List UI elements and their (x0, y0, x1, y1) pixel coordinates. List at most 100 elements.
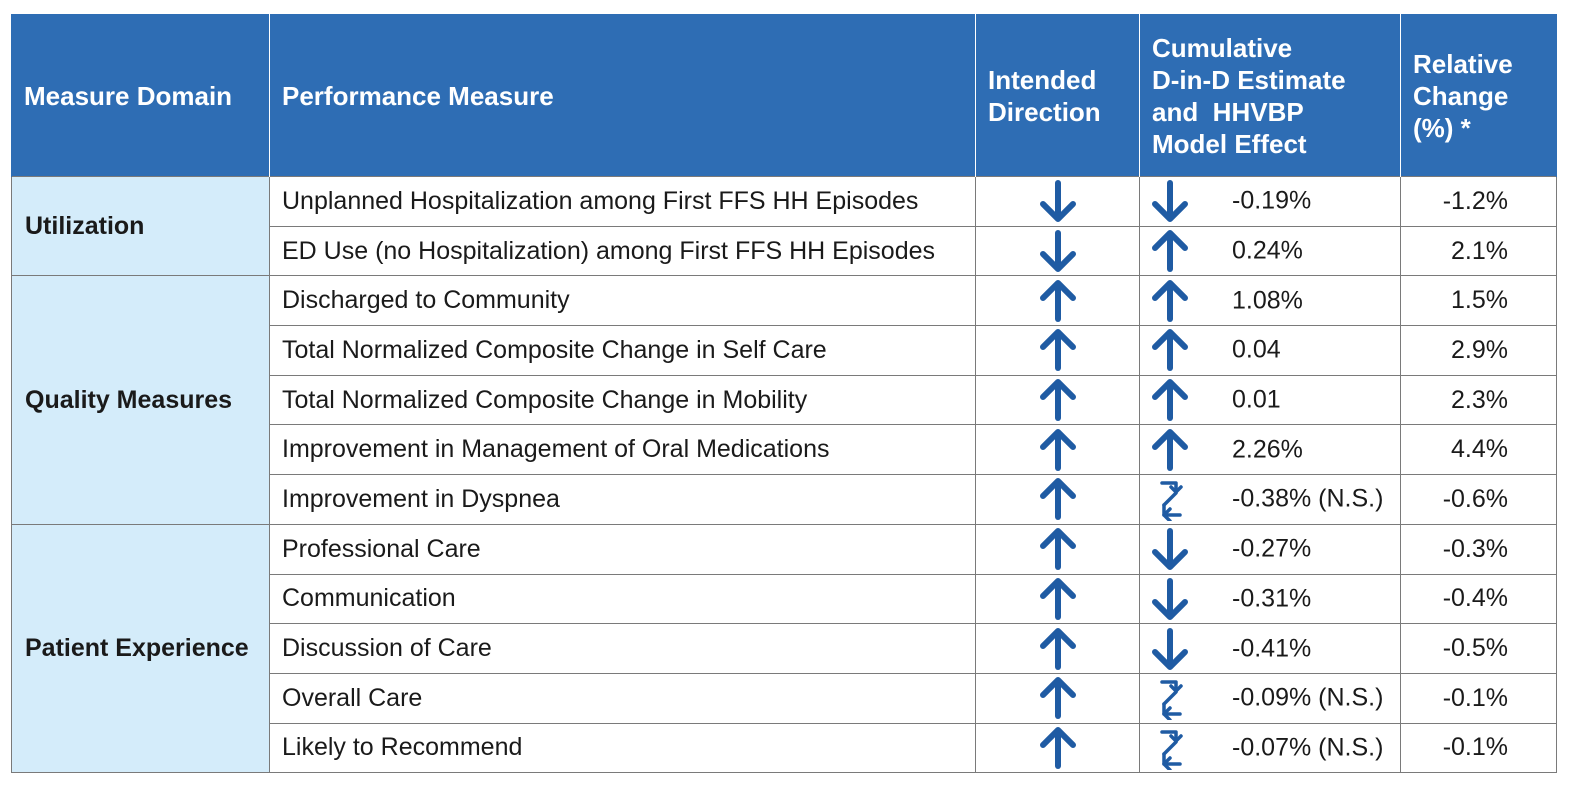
estimate-cell: 0.01 (1139, 374, 1401, 426)
performance-measure-cell: Improvement in Dyspnea (269, 474, 976, 525)
up-arrow-icon (1038, 378, 1078, 422)
estimate-value: -0.38% (N.S.) (1232, 484, 1384, 513)
estimate-value: 2.26% (1232, 435, 1303, 464)
table-row: ED Use (no Hospitalization) among First … (12, 225, 1557, 277)
performance-measure-cell: Discharged to Community (269, 275, 976, 327)
performance-measure-cell: Likely to Recommend (269, 722, 976, 774)
estimate-cell: -0.07% (N.S.) (1139, 722, 1401, 774)
estimate-value: 0.04 (1232, 335, 1281, 364)
up-arrow-icon (1038, 726, 1078, 770)
relative-change-cell: -0.1% (1400, 672, 1557, 724)
performance-measure-cell: Improvement in Management of Oral Medica… (269, 424, 976, 476)
results-table-container: Measure Domain Performance Measure Inten… (11, 14, 1557, 774)
performance-measure-cell: Professional Care (269, 523, 976, 575)
table-row: Utilization Unplanned Hospitalization amo… (11, 175, 1557, 277)
up-arrow-icon (1038, 477, 1078, 521)
up-arrow-icon (1038, 279, 1078, 323)
performance-measure-cell: Discussion of Care (269, 623, 976, 674)
estimate-value: 0.01 (1232, 385, 1281, 414)
results-table: Measure Domain Performance Measure Inten… (11, 14, 1557, 774)
estimate-cell: -0.19% (1139, 176, 1401, 227)
estimate-cell: 0.24% (1139, 225, 1401, 277)
bidirectional-arrows-icon (1150, 676, 1190, 721)
down-arrow-icon (1150, 527, 1190, 571)
intended-direction-cell (975, 523, 1140, 575)
header-direction-line2: Direction (988, 96, 1101, 127)
table-row: Communication -0.31% -0.4% (12, 573, 1557, 625)
estimate-value: -0.31% (1232, 584, 1312, 613)
relative-change-cell: -0.5% (1400, 623, 1557, 674)
relative-change-cell: -0.1% (1400, 722, 1557, 774)
down-arrow-icon (1150, 627, 1190, 671)
up-arrow-icon (1038, 428, 1078, 472)
relative-change-cell: -0.4% (1400, 573, 1557, 625)
table-row: Quality Measures Discharged to Community 1… (11, 275, 1557, 525)
intended-direction-cell (975, 623, 1140, 674)
measure-domain-cell: Utilization (11, 175, 270, 277)
measure-domain-cell: Quality Measures (11, 275, 270, 525)
relative-change-cell: -1.2% (1400, 176, 1557, 227)
table-row: Improvement in Dyspnea -0.38% (N.S.) -0.6% (12, 474, 1557, 525)
header-domain-label: Measure Domain (24, 80, 233, 111)
relative-change-cell: 4.4% (1400, 424, 1557, 476)
estimate-value: 0.24% (1232, 236, 1303, 265)
up-arrow-icon (1150, 428, 1190, 472)
header-estimate: Cumulative D-in-D Estimate and HHVBP Mod… (1139, 14, 1401, 177)
performance-measure-cell: ED Use (no Hospitalization) among First … (269, 225, 976, 277)
down-arrow-icon (1038, 229, 1078, 273)
relative-change-cell: 2.3% (1400, 374, 1557, 426)
estimate-cell: -0.38% (N.S.) (1139, 474, 1401, 525)
intended-direction-cell (975, 225, 1140, 277)
header-relative-change: Relative Change (%) * (1400, 14, 1557, 177)
intended-direction-cell (975, 374, 1140, 426)
intended-direction-cell (975, 325, 1140, 376)
intended-direction-cell (975, 573, 1140, 625)
up-arrow-icon (1150, 229, 1190, 273)
header-row: Measure Domain Performance Measure Inten… (11, 14, 1557, 177)
performance-measure-cell: Total Normalized Composite Change in Mob… (269, 374, 976, 426)
header-relative-line3: (%) * (1413, 112, 1471, 143)
header-measure-domain: Measure Domain (11, 14, 270, 177)
estimate-cell: 2.26% (1139, 424, 1401, 476)
estimate-value: -0.41% (1232, 634, 1312, 663)
intended-direction-cell (975, 176, 1140, 227)
down-arrow-icon (1150, 577, 1190, 621)
header-estimate-line4: Model Effect (1152, 128, 1307, 159)
table-body: Utilization Unplanned Hospitalization amo… (11, 175, 1557, 774)
performance-measure-cell: Communication (269, 573, 976, 625)
estimate-value: -0.09% (N.S.) (1232, 683, 1384, 712)
table-row: Likely to Recommend -0.07% (N.S.) -0.1% (12, 722, 1557, 774)
estimate-value: -0.07% (N.S.) (1232, 733, 1384, 762)
estimate-cell: 1.08% (1139, 275, 1401, 327)
header-intended-direction: Intended Direction (975, 14, 1140, 177)
estimate-value: 1.08% (1232, 286, 1303, 315)
estimate-cell: -0.27% (1139, 523, 1401, 575)
performance-measure-cell: Overall Care (269, 672, 976, 724)
estimate-value: -0.27% (1232, 534, 1312, 563)
estimate-cell: -0.09% (N.S.) (1139, 672, 1401, 724)
table-row: Total Normalized Composite Change in Mob… (12, 374, 1557, 426)
up-arrow-icon (1038, 328, 1078, 372)
header-relative-line2: Change (1413, 80, 1509, 111)
intended-direction-cell (975, 722, 1140, 774)
up-arrow-icon (1150, 328, 1190, 372)
bidirectional-arrows-icon (1150, 477, 1190, 522)
intended-direction-cell (975, 275, 1140, 327)
relative-change-cell: 2.9% (1400, 325, 1557, 376)
estimate-cell: -0.31% (1139, 573, 1401, 625)
table-row: Total Normalized Composite Change in Sel… (12, 325, 1557, 376)
header-estimate-line2: D-in-D Estimate (1152, 64, 1346, 95)
relative-change-cell: 2.1% (1400, 225, 1557, 277)
relative-change-cell: 1.5% (1400, 275, 1557, 327)
relative-change-cell: -0.6% (1400, 474, 1557, 525)
measure-domain-cell: Patient Experience (11, 523, 270, 774)
performance-measure-cell: Total Normalized Composite Change in Sel… (269, 325, 976, 376)
header-estimate-line1: Cumulative (1152, 32, 1293, 63)
down-arrow-icon (1150, 179, 1190, 223)
intended-direction-cell (975, 672, 1140, 724)
header-performance-measure: Performance Measure (269, 14, 976, 177)
up-arrow-icon (1150, 378, 1190, 422)
up-arrow-icon (1038, 676, 1078, 720)
up-arrow-icon (1038, 527, 1078, 571)
header-relative-line1: Relative (1413, 48, 1513, 79)
